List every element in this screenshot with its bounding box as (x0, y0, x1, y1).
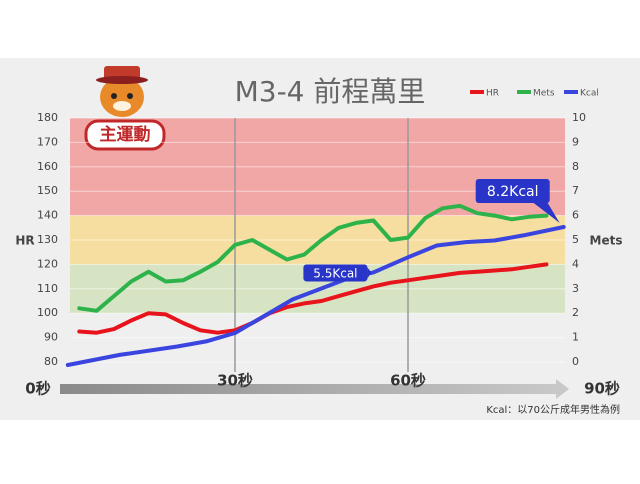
y2-tick-label: 0 (572, 355, 579, 368)
x-tick-label: 90秒 (584, 380, 620, 398)
y2-tick-label: 5 (572, 233, 579, 246)
time-arrow-head (556, 379, 569, 399)
y2-tick-label: 10 (572, 111, 586, 124)
y-tick-label: 140 (37, 209, 58, 222)
y2-tick-label: 2 (572, 306, 579, 319)
annotation-box (475, 179, 550, 203)
x-tick-label: 0秒 (25, 380, 50, 398)
x-tick-label: 30秒 (217, 372, 253, 390)
y-tick-label: 90 (44, 331, 58, 344)
badge: 主運動 (100, 124, 151, 145)
y-tick-label: 150 (37, 184, 58, 197)
legend-label: Kcal (580, 89, 599, 99)
y2-tick-label: 8 (572, 160, 579, 173)
y2-axis-label: Mets (590, 234, 623, 248)
chart-title: M3-4 前程萬里 (235, 75, 426, 108)
legend-label: HR (486, 89, 499, 99)
legend-label: Mets (533, 89, 555, 99)
annotation-label: 8.2Kcal (487, 184, 539, 200)
y-tick-label: 160 (37, 160, 58, 173)
y2-tick-label: 7 (572, 184, 579, 197)
annotation-box (303, 264, 368, 282)
x-tick-label: 60秒 (390, 372, 426, 390)
y-tick-label: 170 (37, 135, 58, 148)
y-tick-label: 80 (44, 355, 58, 368)
y-tick-label: 120 (37, 257, 58, 270)
y2-tick-label: 3 (572, 282, 579, 295)
y-tick-label: 130 (37, 233, 58, 246)
series-line (77, 262, 549, 335)
y-tick-label: 110 (37, 282, 58, 295)
y2-tick-label: 4 (572, 257, 579, 270)
annotation-pointer (533, 203, 560, 223)
footnote: Kcal：以70公斤成年男性為例 (486, 403, 620, 416)
series-line (77, 203, 549, 313)
annotation-label: 5.5Kcal (313, 266, 357, 280)
y-tick-label: 180 (37, 111, 58, 124)
y2-tick-label: 9 (572, 135, 579, 148)
time-arrow (60, 384, 556, 394)
y2-tick-label: 6 (572, 209, 579, 222)
y-axis-label: HR (15, 234, 34, 248)
annotation-pointer (367, 267, 372, 279)
y-tick-label: 100 (37, 306, 58, 319)
y2-tick-label: 1 (572, 331, 579, 344)
